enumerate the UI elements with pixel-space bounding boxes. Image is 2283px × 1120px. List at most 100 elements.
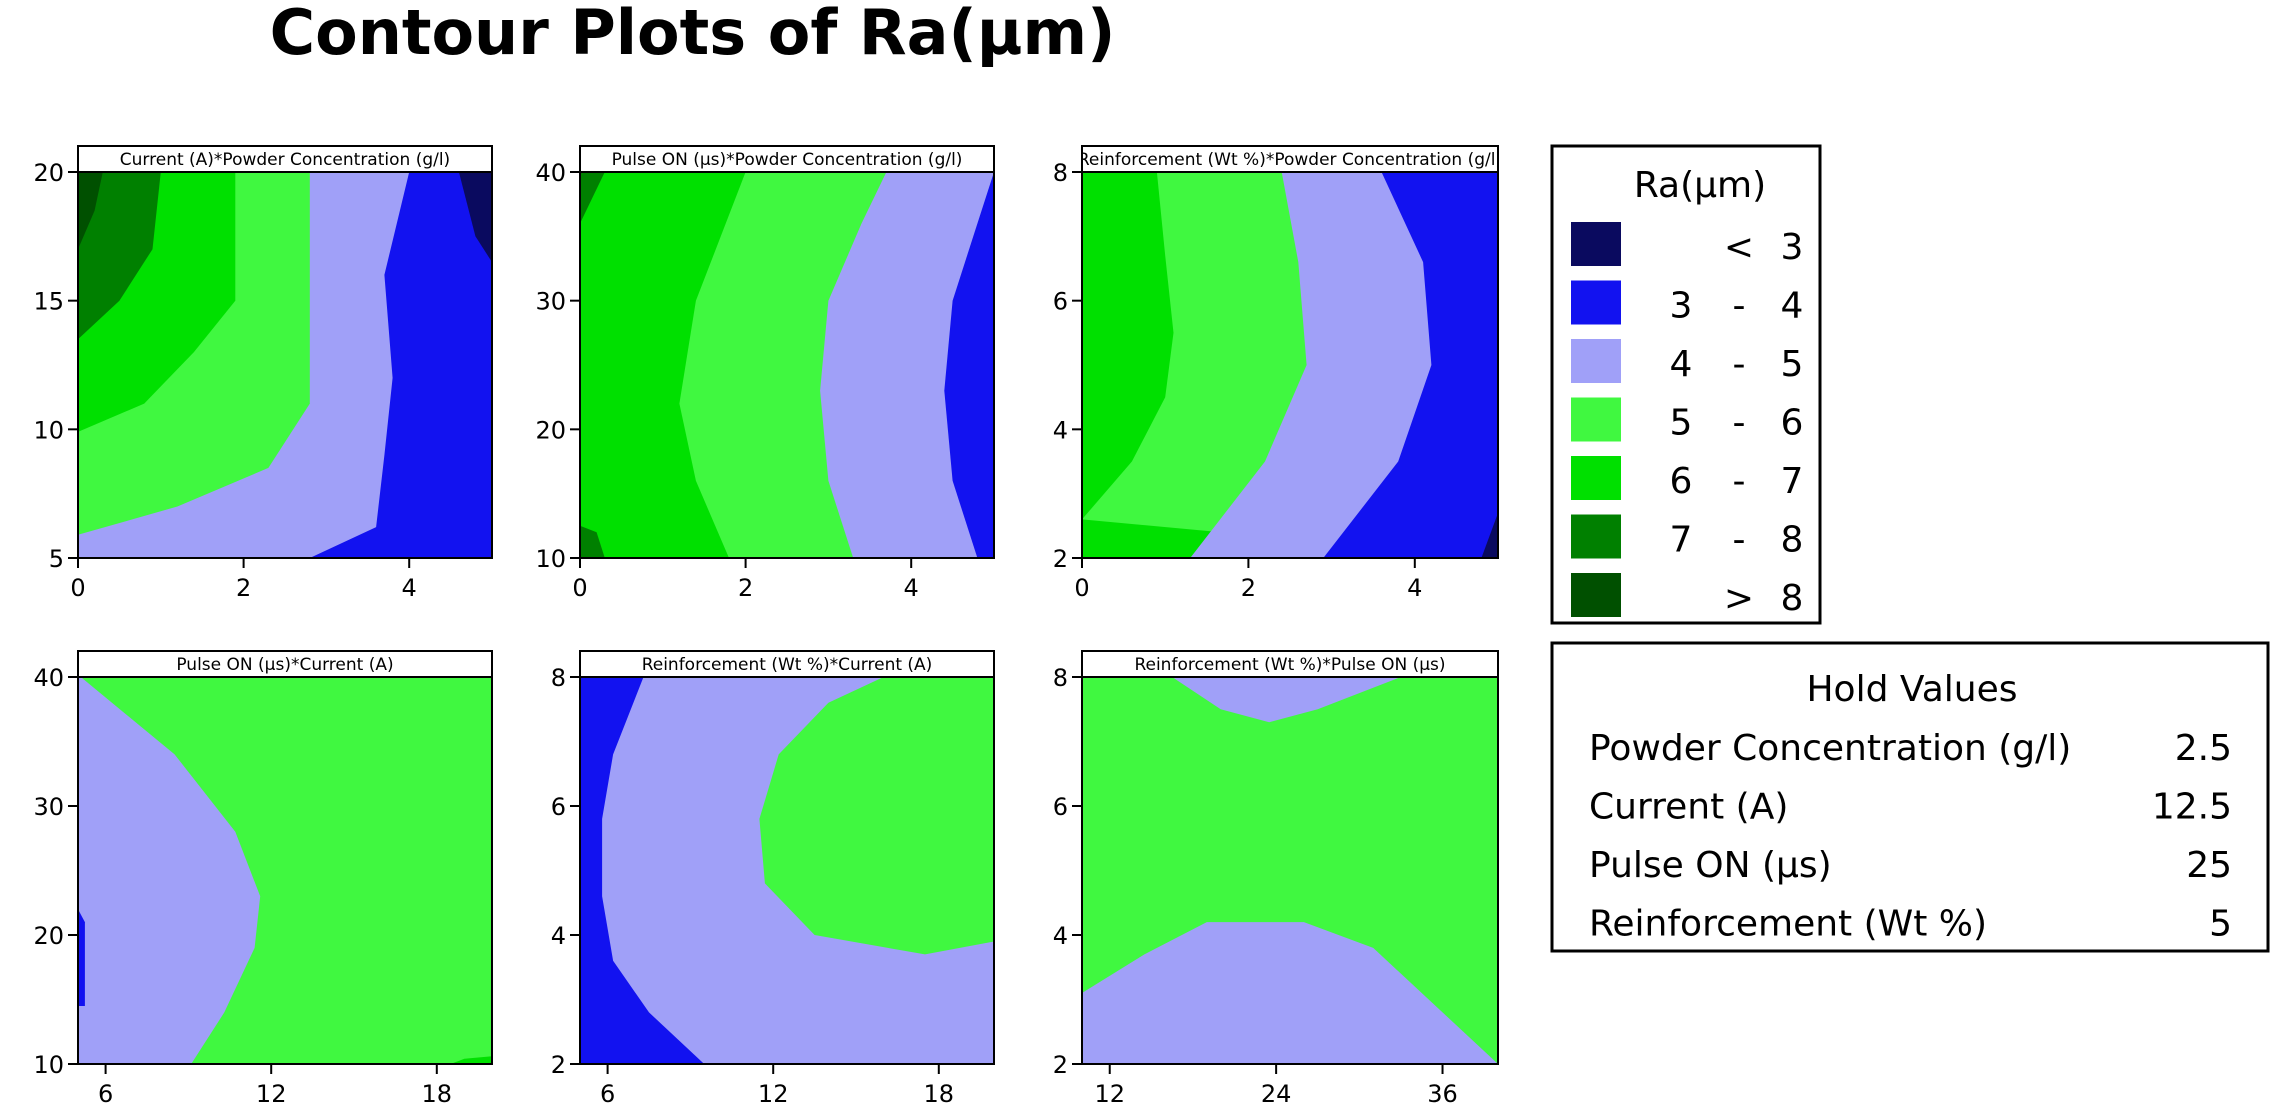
legend-high: 4 <box>1781 286 1804 327</box>
x-tick-label: 18 <box>924 1080 955 1108</box>
x-tick-label: 24 <box>1261 1080 1292 1108</box>
legend-entry: 7-8 <box>1571 514 1803 561</box>
x-tick-label: 12 <box>1094 1080 1125 1108</box>
y-tick-label: 20 <box>535 416 566 444</box>
legend-entry: >8 <box>1571 573 1803 619</box>
legend-separator: > <box>1724 578 1754 619</box>
contour-panel-5: Reinforcement (Wt %)*Current (A)6 12 18246… <box>551 650 995 1108</box>
legend-low: 4 <box>1670 344 1693 385</box>
y-tick-label: 20 <box>33 159 64 187</box>
hold-value-name: Reinforcement (Wt %) <box>1589 904 1987 945</box>
contour-region <box>1082 922 1498 1064</box>
y-tick-label: 2 <box>1053 1051 1068 1079</box>
y-tick-label: 30 <box>33 793 64 821</box>
hold-value-row: Pulse ON (µs) 25 <box>1589 845 2232 886</box>
legend-low: 3 <box>1670 286 1693 327</box>
y-tick-label: 4 <box>551 922 566 950</box>
legend-high: 8 <box>1781 578 1804 619</box>
legend-separator: - <box>1733 286 1746 327</box>
contour-regions <box>580 172 994 558</box>
hold-values-rows: Powder Concentration (g/l) 2.5 Current (A)… <box>1589 728 2232 945</box>
legend-entry: 6-7 <box>1571 456 1803 502</box>
panel-title-strip <box>579 145 995 173</box>
hold-value-row: Current (A) 12.5 <box>1589 787 2232 828</box>
y-tick-label: 2 <box>1053 545 1068 573</box>
panel-title: Reinforcement (Wt %)*Powder Concentratio… <box>1078 150 1502 170</box>
x-tick-label: 12 <box>256 1080 287 1108</box>
legend-swatch <box>1571 456 1621 500</box>
contour-panels: Current (A)*Powder Concentration (g/l) 0 2… <box>33 145 1502 1108</box>
hold-value-number: 2.5 <box>2175 728 2232 769</box>
hold-value-number: 5 <box>2209 904 2232 945</box>
y-tick-label: 8 <box>551 664 566 692</box>
contour-panel-4: Pulse ON (µs)*Current (A) 6 12 18 10 20 30 40 <box>33 650 493 1108</box>
contour-panel-6: Reinforcement (Wt %)*Pulse ON (µs)12 24 36… <box>1053 650 1499 1108</box>
legend-swatch <box>1571 514 1621 559</box>
y-tick-label: 4 <box>1053 922 1068 950</box>
x-tick-label: 36 <box>1427 1080 1458 1108</box>
legend-entries: <33-44-55-66-77-8> 8 <box>1571 222 1803 619</box>
legend-high: 7 <box>1781 461 1804 502</box>
contour-panel-3: Reinforcement (Wt %)*Powder Concentratio… <box>1053 145 1502 602</box>
y-tick-label: 20 <box>33 922 64 950</box>
panel-title: Reinforcement (Wt %)*Pulse ON (µs) <box>1134 655 1445 675</box>
legend: Ra(µm) <33-44-55-66-77-8> 8 <box>1550 144 1822 625</box>
x-tick-label: 2 <box>738 574 753 602</box>
panel-title: Current (A)*Powder Concentration (g/l) <box>120 150 450 170</box>
contour-region <box>78 172 103 250</box>
x-tick-label: 18 <box>422 1080 453 1108</box>
y-tick-label: 10 <box>535 545 566 573</box>
contour-region <box>1172 677 1401 723</box>
hold-value-row: Reinforcement (Wt %) 5 <box>1589 904 2232 945</box>
hold-value-row: Powder Concentration (g/l) 2.5 <box>1589 728 2232 769</box>
legend-separator: < <box>1724 227 1754 268</box>
contour-region <box>580 677 705 1064</box>
legend-low: 7 <box>1670 520 1693 561</box>
contour-regions <box>78 172 492 558</box>
x-tick-label: 2 <box>236 574 251 602</box>
x-tick-label: 0 <box>70 574 85 602</box>
x-tick-label: 4 <box>904 574 919 602</box>
panel-title-strip <box>1081 650 1499 678</box>
legend-separator: - <box>1733 461 1746 502</box>
panel-title: Pulse ON (µs)*Powder Concentration (g/l) <box>612 150 963 170</box>
panel-title-strip <box>1081 145 1499 173</box>
hold-value-number: 25 <box>2186 845 2232 886</box>
y-tick-label: 10 <box>33 416 64 444</box>
contour-regions <box>1082 172 1498 558</box>
panel-title-strip <box>77 650 493 678</box>
hold-value-number: 12.5 <box>2152 787 2232 828</box>
contour-region <box>1481 513 1498 558</box>
hold-values-title: Hold Values <box>1806 669 2017 710</box>
x-tick-label: 6 <box>98 1080 113 1108</box>
contour-region <box>1323 172 1498 558</box>
legend-high: 3 <box>1781 227 1804 268</box>
contour-region <box>820 172 994 558</box>
hold-value-name: Current (A) <box>1589 787 1788 828</box>
x-tick-label: 4 <box>402 574 417 602</box>
y-tick-label: 30 <box>535 288 566 316</box>
y-tick-label: 10 <box>33 1051 64 1079</box>
contour-region <box>944 172 994 558</box>
legend-swatch <box>1571 397 1621 442</box>
x-tick-label: 4 <box>1407 574 1422 602</box>
legend-entry: 3-4 <box>1571 280 1804 327</box>
contour-regions <box>78 677 492 1064</box>
hold-value-name: Pulse ON (µs) <box>1589 845 1832 886</box>
contour-regions <box>580 677 994 1064</box>
y-tick-label: 8 <box>1053 664 1068 692</box>
legend-swatch <box>1571 339 1621 383</box>
panel-title-strip <box>579 650 995 678</box>
legend-title: Ra(µm) <box>1634 165 1766 206</box>
y-tick-label: 6 <box>551 793 566 821</box>
x-tick-label: 12 <box>758 1080 789 1108</box>
contour-region <box>450 1056 492 1064</box>
legend-entry: <3 <box>1571 222 1803 268</box>
legend-swatch <box>1571 280 1621 325</box>
hold-values-frame <box>1550 641 2270 953</box>
panel-title: Pulse ON (µs)*Current (A) <box>176 655 393 675</box>
contour-region <box>580 172 605 224</box>
legend-separator: - <box>1733 403 1746 444</box>
legend-swatch <box>1571 222 1621 266</box>
